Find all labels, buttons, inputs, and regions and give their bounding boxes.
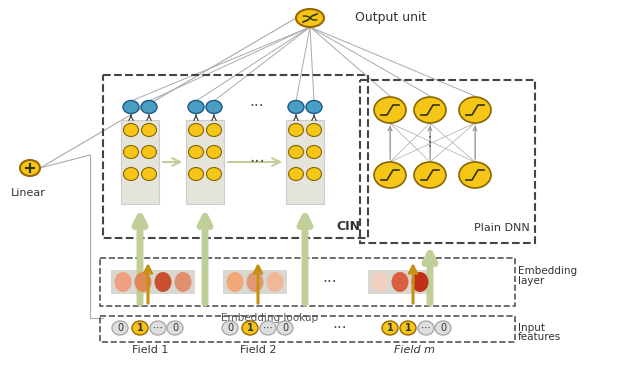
Ellipse shape bbox=[260, 321, 276, 335]
Ellipse shape bbox=[372, 272, 389, 292]
Ellipse shape bbox=[435, 321, 451, 335]
Ellipse shape bbox=[296, 9, 324, 27]
Ellipse shape bbox=[20, 160, 40, 176]
Bar bbox=[121, 120, 159, 204]
Text: CIN: CIN bbox=[336, 220, 360, 233]
Ellipse shape bbox=[289, 167, 304, 180]
Ellipse shape bbox=[188, 100, 204, 114]
Ellipse shape bbox=[307, 123, 321, 136]
Ellipse shape bbox=[132, 321, 148, 335]
Ellipse shape bbox=[242, 321, 258, 335]
Ellipse shape bbox=[123, 146, 139, 159]
Ellipse shape bbox=[134, 272, 151, 292]
Ellipse shape bbox=[289, 146, 304, 159]
Text: 0: 0 bbox=[227, 323, 233, 333]
Ellipse shape bbox=[112, 321, 128, 335]
Text: Embedding lookup: Embedding lookup bbox=[221, 313, 319, 323]
Text: ⋯: ⋯ bbox=[263, 323, 273, 333]
Ellipse shape bbox=[414, 97, 446, 123]
Ellipse shape bbox=[246, 272, 263, 292]
Ellipse shape bbox=[142, 123, 156, 136]
Ellipse shape bbox=[266, 272, 284, 292]
Ellipse shape bbox=[141, 100, 157, 114]
Ellipse shape bbox=[188, 167, 203, 180]
Ellipse shape bbox=[175, 272, 192, 292]
Text: 1: 1 bbox=[387, 323, 393, 333]
Ellipse shape bbox=[382, 321, 398, 335]
Ellipse shape bbox=[289, 123, 304, 136]
Ellipse shape bbox=[142, 167, 156, 180]
Ellipse shape bbox=[115, 272, 132, 292]
Text: 0: 0 bbox=[172, 323, 178, 333]
Text: 1: 1 bbox=[246, 323, 253, 333]
Bar bbox=[368, 270, 432, 294]
Text: features: features bbox=[518, 332, 561, 342]
Ellipse shape bbox=[400, 321, 416, 335]
Ellipse shape bbox=[207, 146, 222, 159]
Text: ···: ··· bbox=[249, 153, 265, 171]
Ellipse shape bbox=[207, 167, 222, 180]
Text: ⋯: ⋯ bbox=[153, 323, 163, 333]
Ellipse shape bbox=[206, 100, 222, 114]
Bar bbox=[360, 80, 535, 243]
Text: 1: 1 bbox=[404, 323, 411, 333]
Bar bbox=[100, 258, 515, 306]
Bar bbox=[111, 270, 195, 294]
Ellipse shape bbox=[288, 100, 304, 114]
Ellipse shape bbox=[391, 272, 408, 292]
Text: 0: 0 bbox=[282, 323, 288, 333]
Text: Input: Input bbox=[518, 323, 545, 333]
Ellipse shape bbox=[188, 146, 203, 159]
Text: Field m: Field m bbox=[394, 345, 435, 355]
Ellipse shape bbox=[227, 272, 244, 292]
Ellipse shape bbox=[154, 272, 171, 292]
Text: ···: ··· bbox=[333, 320, 347, 335]
Ellipse shape bbox=[418, 321, 434, 335]
Ellipse shape bbox=[188, 123, 203, 136]
Ellipse shape bbox=[414, 162, 446, 188]
Ellipse shape bbox=[374, 162, 406, 188]
Text: ···: ··· bbox=[249, 100, 265, 115]
Ellipse shape bbox=[167, 321, 183, 335]
Ellipse shape bbox=[306, 100, 322, 114]
Ellipse shape bbox=[374, 97, 406, 123]
Text: Field 2: Field 2 bbox=[240, 345, 276, 355]
Ellipse shape bbox=[222, 321, 238, 335]
Text: ⋯: ⋯ bbox=[421, 323, 431, 333]
Text: Plain DNN: Plain DNN bbox=[474, 223, 530, 233]
Ellipse shape bbox=[307, 146, 321, 159]
Bar bbox=[223, 270, 287, 294]
Text: layer: layer bbox=[518, 276, 544, 286]
Ellipse shape bbox=[150, 321, 166, 335]
Ellipse shape bbox=[123, 123, 139, 136]
Text: Embedding: Embedding bbox=[518, 266, 577, 276]
Text: 0: 0 bbox=[440, 323, 446, 333]
Ellipse shape bbox=[123, 100, 139, 114]
Ellipse shape bbox=[459, 162, 491, 188]
Bar bbox=[286, 120, 324, 204]
Text: 0: 0 bbox=[117, 323, 123, 333]
Ellipse shape bbox=[123, 167, 139, 180]
Text: ···: ··· bbox=[323, 274, 337, 290]
Bar bbox=[186, 120, 224, 204]
Ellipse shape bbox=[459, 97, 491, 123]
Ellipse shape bbox=[277, 321, 293, 335]
Text: Linear: Linear bbox=[11, 188, 45, 198]
Ellipse shape bbox=[307, 167, 321, 180]
Text: Field 1: Field 1 bbox=[132, 345, 168, 355]
Ellipse shape bbox=[142, 146, 156, 159]
Text: Output unit: Output unit bbox=[355, 12, 427, 24]
Ellipse shape bbox=[207, 123, 222, 136]
Text: 1: 1 bbox=[137, 323, 144, 333]
Bar bbox=[100, 316, 515, 342]
Bar bbox=[103, 75, 368, 238]
Ellipse shape bbox=[411, 272, 428, 292]
Text: ⋮: ⋮ bbox=[423, 135, 437, 149]
